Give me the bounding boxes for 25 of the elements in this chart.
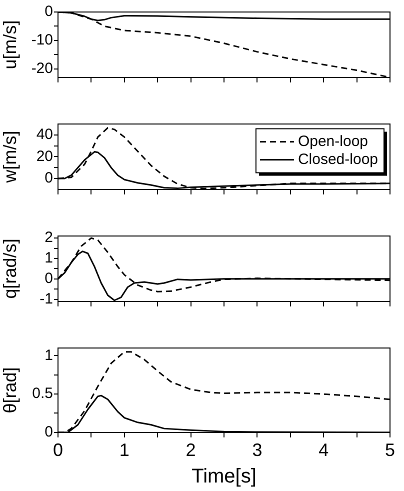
- y-tick-label: 20: [36, 148, 53, 165]
- y-tick-label: 2: [44, 229, 53, 246]
- x-tick-label: 3: [252, 440, 262, 460]
- y-tick-label: 1: [44, 346, 53, 364]
- x-tick-label: 1: [119, 440, 130, 460]
- legend-label: Closed-loop: [298, 150, 378, 168]
- y-tick-label: 0: [44, 170, 53, 187]
- y-tick-label: 0: [44, 3, 53, 20]
- y-tick-label: -1: [40, 290, 53, 308]
- y-axis-title: u[m/s]: [0, 20, 20, 70]
- y-tick-label: -20: [31, 60, 53, 78]
- y-tick-label: 0.5: [32, 385, 53, 402]
- y-tick-label: 0: [44, 424, 53, 441]
- legend-label: Open-loop: [298, 132, 368, 150]
- x-tick-label: 5: [384, 440, 396, 460]
- y-tick-label: 1: [44, 250, 53, 267]
- y-axis-title: θ[rad]: [0, 367, 20, 414]
- y-tick-label: -10: [31, 32, 53, 49]
- y-tick-label: 40: [36, 126, 53, 144]
- x-tick-label: 2: [186, 440, 196, 460]
- y-axis-title: q[rad/s]: [0, 238, 20, 299]
- x-axis-title: Time[s]: [192, 466, 256, 488]
- y-tick-label: 0: [44, 270, 53, 288]
- y-axis-title: w[m/s]: [0, 130, 20, 184]
- x-tick-label: 4: [318, 440, 329, 460]
